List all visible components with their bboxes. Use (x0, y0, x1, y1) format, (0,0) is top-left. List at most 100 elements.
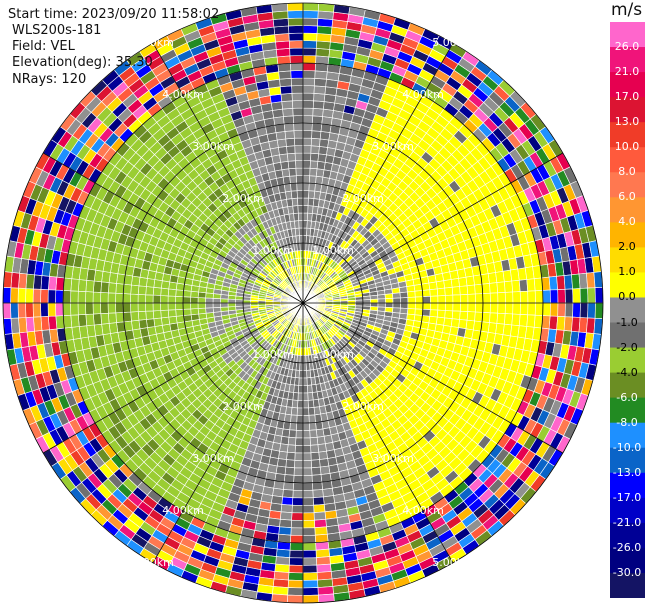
velocity-cell (437, 295, 446, 304)
colorbar-segment (610, 72, 645, 98)
velocity-cell (62, 277, 73, 292)
velocity-cell (295, 437, 304, 446)
velocity-cell (275, 47, 291, 58)
velocity-cell (466, 311, 476, 322)
velocity-cell (190, 313, 200, 321)
velocity-cell (310, 451, 320, 461)
velocity-cell (290, 190, 298, 199)
velocity-cell (414, 302, 424, 310)
velocity-cell (47, 289, 57, 304)
velocity-cell (32, 288, 42, 304)
velocity-cell (355, 299, 364, 304)
velocity-cell (122, 311, 132, 323)
velocity-cell (307, 399, 315, 409)
velocity-cell (370, 298, 379, 304)
velocity-cell (280, 160, 290, 171)
velocity-cell (276, 55, 291, 65)
range-ring-label: 3.00km (372, 140, 414, 153)
velocity-cell (527, 302, 536, 316)
velocity-cell (312, 115, 323, 125)
velocity-cell (474, 293, 484, 304)
azimuth-spoke (302, 42, 454, 304)
velocity-cell (302, 55, 317, 64)
velocity-cell (571, 316, 581, 333)
velocity-cell (314, 413, 323, 423)
velocity-cell (302, 167, 311, 177)
velocity-cell (302, 452, 312, 461)
velocity-cell (302, 474, 313, 484)
velocity-cell (572, 302, 581, 318)
velocity-cell (310, 145, 320, 155)
velocity-cell (302, 62, 316, 72)
colorbar-segment (610, 247, 645, 273)
velocity-cell (421, 308, 431, 317)
velocity-cell (458, 276, 468, 287)
velocity-cell (290, 70, 304, 79)
velocity-cell (279, 85, 293, 95)
colorbar-tick-label: 17.0 (614, 90, 640, 104)
velocity-cell (459, 294, 469, 304)
velocity-cell (290, 414, 298, 424)
velocity-cell (450, 278, 460, 288)
velocity-cell (571, 273, 581, 290)
velocity-cell (288, 429, 297, 439)
velocity-cell (278, 450, 288, 460)
velocity-cell (563, 274, 573, 290)
velocity-cell (288, 564, 304, 574)
velocity-cell (297, 205, 304, 214)
velocity-cell (302, 489, 314, 499)
velocity-cell (292, 107, 304, 117)
velocity-cell (137, 285, 147, 296)
velocity-cell (296, 414, 304, 424)
velocity-cell (312, 481, 323, 491)
velocity-cell (302, 437, 311, 446)
velocity-cell (548, 315, 559, 331)
colorbar-segment (610, 522, 645, 549)
velocity-cell (444, 310, 454, 320)
velocity-cell (429, 302, 439, 311)
velocity-cell (55, 302, 64, 317)
colorbar-tick-label: 8.0 (618, 165, 636, 179)
velocity-cell (302, 512, 315, 521)
velocity-cell (302, 205, 309, 214)
velocity-cell (435, 280, 446, 290)
velocity-cell (70, 314, 80, 328)
velocity-cell (504, 280, 514, 293)
velocity-cell (297, 212, 304, 221)
velocity-cell (306, 384, 313, 394)
velocity-cell (315, 556, 331, 566)
velocity-cell (459, 285, 469, 296)
velocity-cell (278, 526, 292, 536)
velocity-cell (55, 276, 65, 291)
velocity-cell (281, 168, 291, 178)
colorbar-segment (610, 422, 645, 449)
colorbar-tick-label: 21.0 (614, 65, 640, 79)
velocity-cell (167, 288, 177, 297)
velocity-cell (564, 302, 574, 318)
velocity-cell (242, 302, 251, 307)
velocity-cell (294, 137, 304, 147)
velocity-cell (302, 527, 316, 536)
velocity-cell (100, 312, 110, 325)
velocity-cell (212, 297, 221, 304)
velocity-cell (302, 534, 316, 544)
velocity-cell (302, 467, 313, 476)
velocity-cell (183, 314, 193, 323)
velocity-cell (541, 315, 551, 330)
velocity-cell (459, 302, 469, 312)
velocity-cell (77, 314, 88, 327)
velocity-cell (315, 548, 331, 559)
velocity-cell (302, 92, 315, 102)
velocity-cell (290, 182, 298, 192)
velocity-cell (542, 289, 551, 304)
velocity-cell (312, 489, 324, 499)
velocity-cell (85, 291, 94, 304)
velocity-cell (302, 85, 315, 94)
velocity-cell (466, 284, 476, 295)
velocity-cell (291, 504, 304, 514)
velocity-cell (175, 308, 185, 317)
velocity-cell (85, 313, 95, 327)
velocity-cell (518, 279, 529, 292)
velocity-cell (489, 292, 499, 304)
velocity-cell (548, 275, 559, 291)
